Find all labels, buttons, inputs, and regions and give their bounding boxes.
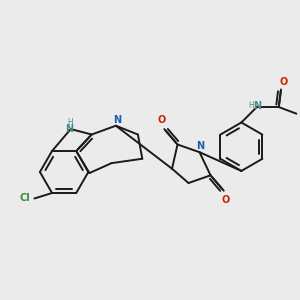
Text: O: O <box>158 115 166 125</box>
Text: H: H <box>67 118 73 127</box>
Text: Cl: Cl <box>19 194 30 203</box>
Text: O: O <box>279 77 287 87</box>
Text: H: H <box>248 101 254 110</box>
Text: O: O <box>222 194 230 205</box>
Text: N: N <box>113 115 121 125</box>
Text: N: N <box>196 141 205 151</box>
Text: N: N <box>66 124 74 134</box>
Text: N: N <box>253 101 261 111</box>
